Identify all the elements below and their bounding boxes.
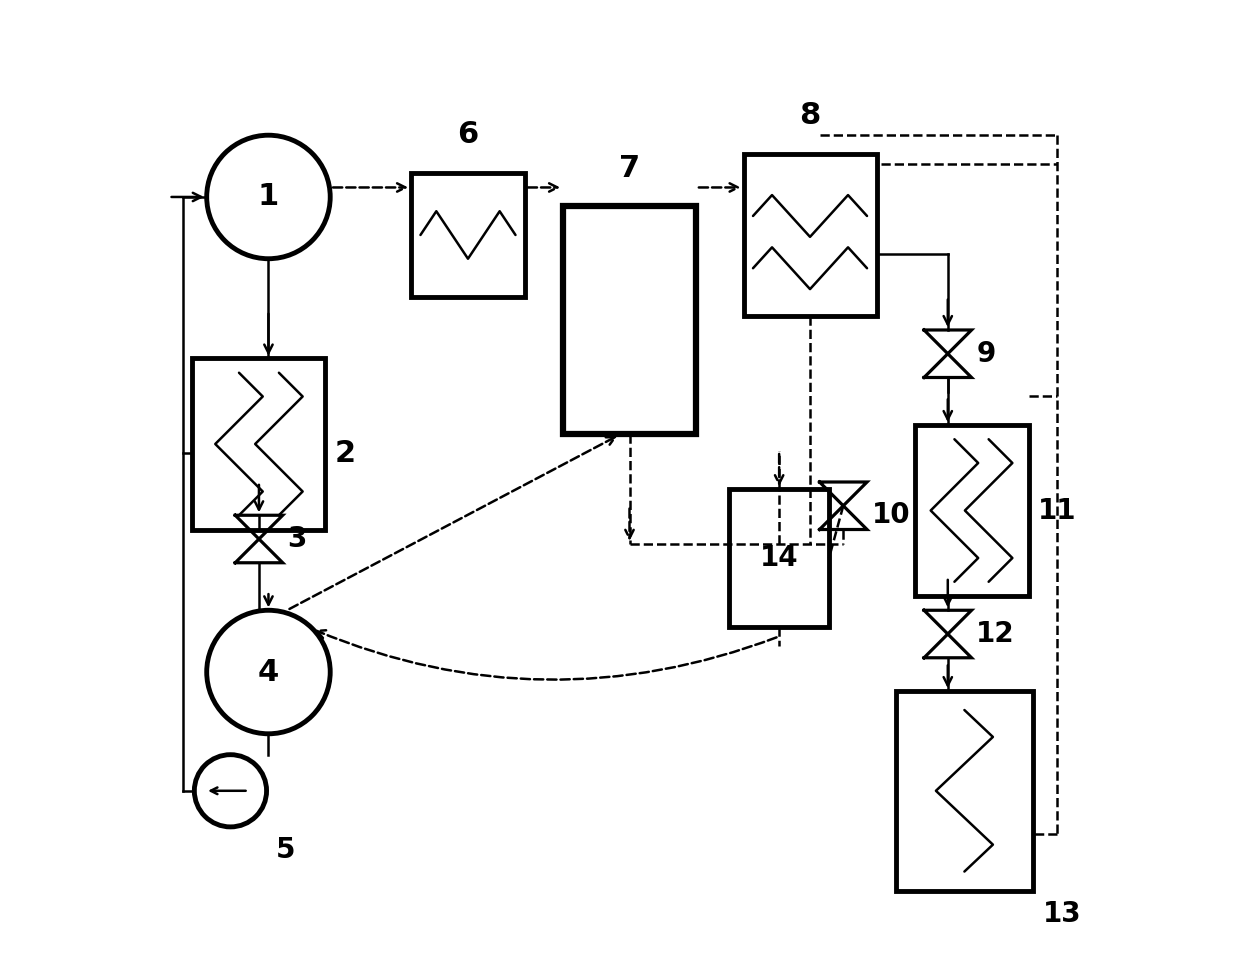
Bar xyxy=(192,359,325,529)
Bar xyxy=(563,206,696,435)
Bar xyxy=(729,489,830,627)
Text: 14: 14 xyxy=(760,544,799,572)
Text: 13: 13 xyxy=(1043,900,1081,928)
Text: 1: 1 xyxy=(258,182,279,211)
Text: 9: 9 xyxy=(976,339,996,367)
Text: 6: 6 xyxy=(458,120,479,149)
Text: 2: 2 xyxy=(335,439,356,468)
Text: 10: 10 xyxy=(872,501,910,529)
Text: 3: 3 xyxy=(288,525,306,553)
Bar xyxy=(895,691,1033,891)
Bar xyxy=(744,154,877,316)
Text: 4: 4 xyxy=(258,657,279,686)
Text: 11: 11 xyxy=(1038,496,1076,524)
Bar xyxy=(915,425,1028,596)
Text: 8: 8 xyxy=(800,101,821,130)
Bar xyxy=(410,174,525,297)
Text: 7: 7 xyxy=(619,153,640,183)
Text: 12: 12 xyxy=(976,620,1014,648)
Text: 5: 5 xyxy=(277,837,295,865)
